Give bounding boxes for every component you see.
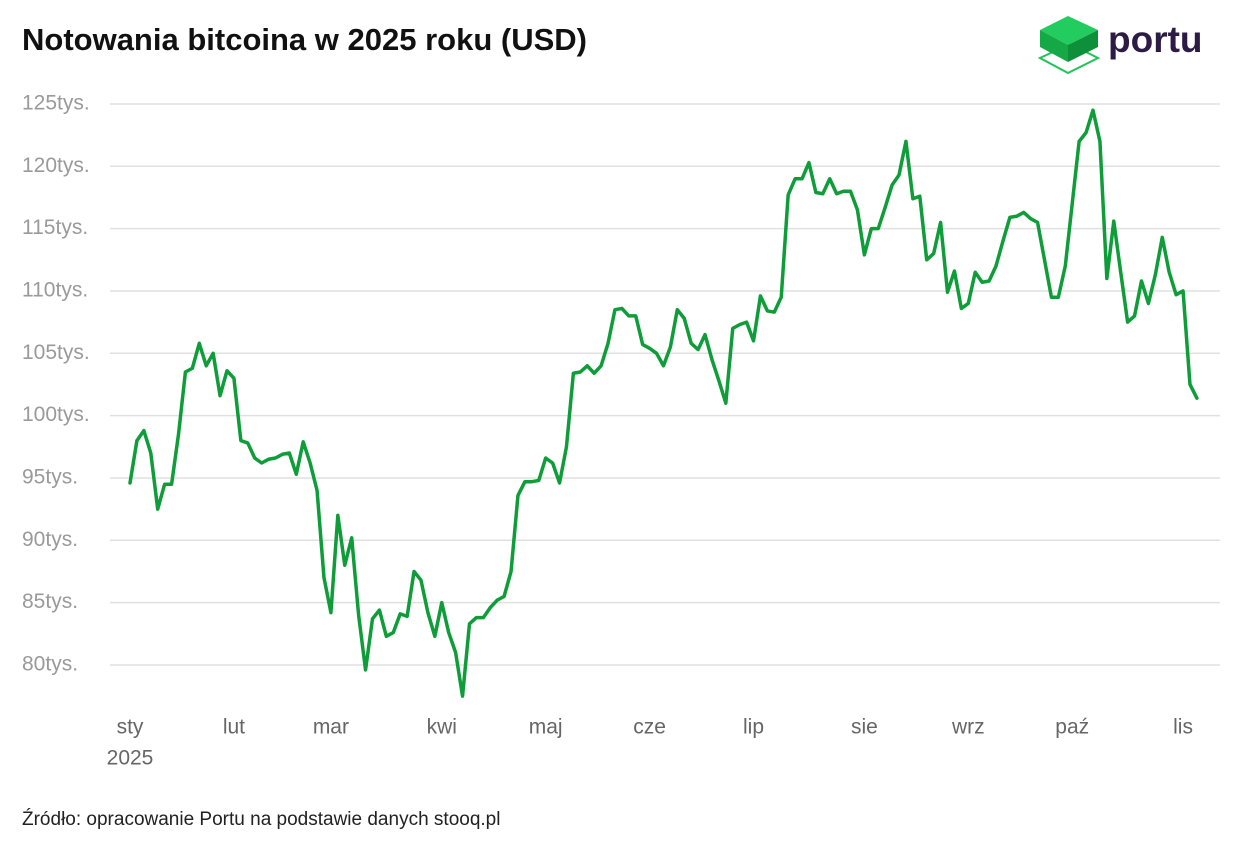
y-tick-label: 95tys. [22, 466, 78, 489]
x-tick-label: kwi [427, 716, 457, 739]
source-note: Źródło: opracowanie Portu na podstawie d… [22, 809, 500, 830]
x-tick-label: lis [1173, 716, 1193, 739]
x-tick-label: sie [851, 716, 878, 739]
y-tick-label: 90tys. [22, 528, 78, 551]
y-tick-label: 105tys. [22, 341, 90, 364]
logo-text: portu [1108, 19, 1203, 60]
x-tick-label: maj [529, 716, 563, 739]
y-tick-label: 100tys. [22, 403, 90, 426]
x-tick-label: mar [313, 716, 349, 739]
y-tick-label: 120tys. [22, 154, 90, 177]
x-tick-label: paź [1055, 716, 1089, 739]
x-tick-label: sty [117, 716, 144, 739]
chart-title: Notowania bitcoina w 2025 roku (USD) [22, 22, 587, 57]
x-tick-label: lut [223, 716, 245, 739]
y-tick-label: 110tys. [22, 279, 88, 302]
y-tick-label: 85tys. [22, 590, 78, 613]
x-year-label: 2025 [107, 747, 154, 770]
logo-right [1068, 30, 1098, 62]
logo: portu [1037, 16, 1203, 75]
x-tick-label: lip [743, 716, 764, 739]
logo-top [1040, 16, 1098, 45]
logo-left [1040, 30, 1068, 62]
y-tick-label: 125tys. [22, 92, 90, 115]
x-tick-label: cze [633, 716, 666, 739]
x-tick-label: wrz [951, 716, 985, 739]
y-tick-label: 80tys. [22, 653, 78, 676]
price-line [128, 108, 1199, 698]
y-tick-label: 115tys. [22, 216, 88, 239]
